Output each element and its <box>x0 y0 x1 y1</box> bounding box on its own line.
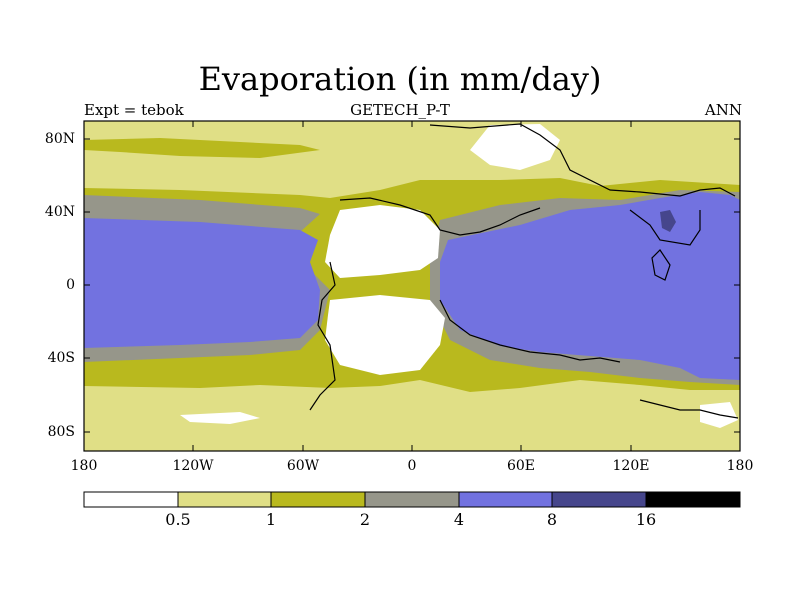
evap-band-4-8-west <box>84 218 320 348</box>
colorbar-label: 1 <box>265 510 277 529</box>
evap-dry-arctic <box>470 124 560 170</box>
colorbar-swatch <box>365 492 459 507</box>
season-label: ANN <box>704 101 742 119</box>
lon-label: 120E <box>612 458 650 474</box>
colorbar-label: 8 <box>546 510 558 529</box>
lat-label: 40N <box>44 204 75 220</box>
colorbar <box>83 491 741 508</box>
colorbar-label: 16 <box>635 510 657 529</box>
lon-label: 60E <box>506 458 536 474</box>
lat-label: 40S <box>47 350 75 366</box>
colorbar-swatch <box>459 492 552 507</box>
lat-label: 80N <box>44 131 75 147</box>
lat-label: 80S <box>47 424 75 440</box>
experiment-label: Expt = tebok <box>84 101 184 119</box>
colorbar-swatch <box>84 492 178 507</box>
evap-patch-north <box>84 138 320 158</box>
colorbar-swatch <box>646 492 740 507</box>
lon-label: 180 <box>726 458 754 474</box>
evap-band-8-16 <box>660 210 676 232</box>
evap-band-4-8-east <box>440 192 740 380</box>
map-subtitle: GETECH_P-T <box>350 101 450 119</box>
lon-label: 60W <box>286 458 320 474</box>
evap-dry-north-continent <box>325 205 440 278</box>
map-title: Evaporation (in mm/day) <box>198 60 602 98</box>
colorbar-swatch <box>552 492 646 507</box>
evap-dry-patch <box>180 412 260 424</box>
colorbar-swatch <box>178 492 271 507</box>
colorbar-frame <box>83 491 741 508</box>
coastlines <box>309 123 739 419</box>
lon-label: 120W <box>172 458 214 474</box>
colorbar-swatch <box>271 492 365 507</box>
lon-label: 0 <box>407 458 417 474</box>
colorbar-label: 4 <box>453 510 465 529</box>
colorbar-label: 2 <box>359 510 371 529</box>
colorbar-label: 0.5 <box>165 510 191 529</box>
map-ticks <box>84 121 740 451</box>
lon-label: 180 <box>70 458 98 474</box>
lat-label: 0 <box>66 277 75 293</box>
evap-dry-south-continent <box>325 295 445 375</box>
map-field <box>84 121 740 451</box>
evap-patch-south <box>84 416 420 436</box>
